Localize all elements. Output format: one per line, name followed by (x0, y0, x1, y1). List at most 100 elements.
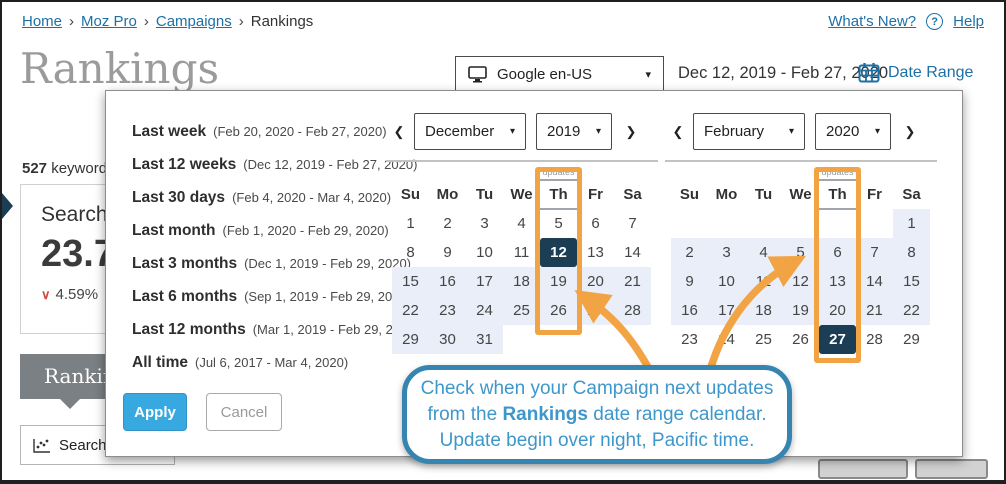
day-cell[interactable]: 3 (480, 215, 489, 232)
chevron-down-icon: ▾ (645, 68, 651, 81)
day-cell[interactable]: 15 (392, 267, 429, 296)
day-cell[interactable]: 20 (577, 267, 614, 296)
day-cell[interactable]: 5 (782, 238, 819, 267)
day-cell[interactable]: 4 (517, 215, 526, 232)
day-cell[interactable]: 31 (466, 325, 503, 354)
day-cell[interactable]: 30 (429, 325, 466, 354)
day-cell[interactable]: 19 (782, 296, 819, 325)
day-cell[interactable]: 22 (392, 296, 429, 325)
day-cell[interactable]: 7 (628, 215, 637, 232)
day-cell[interactable]: 29 (392, 325, 429, 354)
day-cell[interactable]: 2 (443, 215, 452, 232)
year-select[interactable]: 2019 ▾ (536, 113, 612, 150)
cancel-button[interactable]: Cancel (206, 393, 282, 431)
day-cell[interactable]: 14 (624, 244, 641, 261)
day-cell[interactable]: 8 (893, 238, 930, 267)
prev-month-icon[interactable]: ❮ (393, 123, 405, 139)
day-cell[interactable]: 14 (856, 267, 893, 296)
preset-list: Last week (Feb 20, 2020 - Feb 27, 2020) La… (132, 115, 419, 379)
day-cell[interactable]: 26 (540, 296, 577, 325)
day-cell[interactable]: 6 (819, 238, 856, 267)
hidden-button[interactable] (818, 459, 908, 479)
day-cell[interactable]: 10 (708, 267, 745, 296)
day-cell[interactable]: 16 (671, 296, 708, 325)
preset-item[interactable]: Last 30 days (Feb 4, 2020 - Mar 4, 2020) (132, 181, 419, 214)
day-cell[interactable]: 28 (614, 296, 651, 325)
day-cell[interactable]: 23 (429, 296, 466, 325)
preset-item[interactable]: Last 12 months (Mar 1, 2019 - Feb 29, 202… (132, 313, 419, 346)
day-cell[interactable]: 24 (718, 331, 735, 348)
preset-item[interactable]: All time (Jul 6, 2017 - Mar 4, 2020) (132, 346, 419, 379)
day-cell[interactable]: 20 (819, 296, 856, 325)
day-cell[interactable]: 29 (903, 331, 920, 348)
day-cell[interactable]: 22 (893, 296, 930, 325)
preset-item[interactable]: Last 3 months (Dec 1, 2019 - Feb 29, 2020… (132, 247, 419, 280)
day-cell[interactable]: 25 (755, 331, 772, 348)
whats-new-link[interactable]: What's New? (828, 13, 917, 30)
day-cell[interactable]: 1 (893, 209, 930, 238)
day-cell[interactable]: 21 (614, 267, 651, 296)
day-cell[interactable]: 7 (856, 238, 893, 267)
day-cell[interactable]: 3 (708, 238, 745, 267)
preset-item[interactable]: Last week (Feb 20, 2020 - Feb 27, 2020) (132, 115, 419, 148)
next-month-icon[interactable]: ❯ (625, 123, 637, 139)
day-cell[interactable]: 12 (782, 267, 819, 296)
day-cell[interactable]: 27 (577, 296, 614, 325)
day-cell-selected[interactable]: 12 (540, 238, 577, 267)
day-cell[interactable]: 1 (406, 215, 415, 232)
day-cell[interactable]: 4 (745, 238, 782, 267)
day-cell[interactable]: 19 (540, 267, 577, 296)
hidden-button[interactable] (915, 459, 988, 479)
day-cell[interactable]: 8 (406, 244, 415, 261)
chevron-down-icon: ▾ (595, 126, 601, 137)
day-cell[interactable]: 10 (476, 244, 493, 261)
day-cell[interactable]: 24 (466, 296, 503, 325)
day-cell[interactable]: 17 (708, 296, 745, 325)
help-link[interactable]: Help (953, 13, 984, 30)
month-select[interactable]: February ▾ (693, 113, 805, 150)
year-select[interactable]: 2020 ▾ (815, 113, 891, 150)
weekday-label: Fr (588, 186, 603, 203)
preset-item[interactable]: Last 12 weeks (Dec 12, 2019 - Feb 27, 202… (132, 148, 419, 181)
day-cell[interactable]: 9 (443, 244, 452, 261)
day-cell[interactable]: 18 (503, 267, 540, 296)
day-cell[interactable]: 6 (591, 215, 600, 232)
preset-item[interactable]: Last 6 months (Sep 1, 2019 - Feb 29, 2020… (132, 280, 419, 313)
day-cell[interactable]: 13 (587, 244, 604, 261)
month-select[interactable]: December ▾ (414, 113, 526, 150)
day-cell[interactable]: 16 (429, 267, 466, 296)
day-cell-selected[interactable]: 27 (819, 325, 856, 354)
breadcrumb-campaigns[interactable]: Campaigns (155, 13, 232, 30)
updates-label: updates (821, 167, 854, 177)
apply-button[interactable]: Apply (123, 393, 187, 431)
day-cell[interactable]: 9 (671, 267, 708, 296)
preset-label: Last 3 months (132, 254, 238, 272)
day-cell (819, 209, 856, 238)
date-range-button[interactable]: Date Range (858, 62, 973, 83)
next-month-icon[interactable]: ❯ (904, 123, 916, 139)
prev-month-icon[interactable]: ❮ (672, 123, 684, 139)
day-cell (671, 209, 708, 238)
tooltip-line-2: from the Rankings date range calendar. (427, 403, 767, 425)
day-cell[interactable]: 11 (745, 267, 782, 296)
day-cell[interactable]: 23 (681, 331, 698, 348)
day-cell[interactable]: 18 (745, 296, 782, 325)
breadcrumb-moz-pro[interactable]: Moz Pro (81, 13, 137, 30)
preset-item[interactable]: Last month (Feb 1, 2020 - Feb 29, 2020) (132, 214, 419, 247)
day-cell[interactable]: 21 (856, 296, 893, 325)
day-cell[interactable]: 2 (671, 238, 708, 267)
day-cell[interactable]: 13 (819, 267, 856, 296)
year-value: 2020 (826, 123, 860, 140)
day-cell[interactable]: 25 (503, 296, 540, 325)
day-cell[interactable]: 17 (466, 267, 503, 296)
day-cell[interactable]: 11 (513, 244, 530, 261)
day-cell[interactable]: 28 (866, 331, 883, 348)
calendar-february: ❮ February ▾ 2020 ▾ ❯ updates Su Mo Tu We Th… (665, 113, 937, 363)
day-cell[interactable]: 15 (893, 267, 930, 296)
search-engine-dropdown[interactable]: Google en-US ▾ (455, 56, 664, 92)
day-cell[interactable]: 26 (792, 331, 809, 348)
weekday-label: Mo (715, 186, 738, 203)
edge-flag-icon (2, 193, 13, 219)
day-cell[interactable]: 5 (554, 215, 563, 232)
breadcrumb-home[interactable]: Home (22, 13, 63, 30)
